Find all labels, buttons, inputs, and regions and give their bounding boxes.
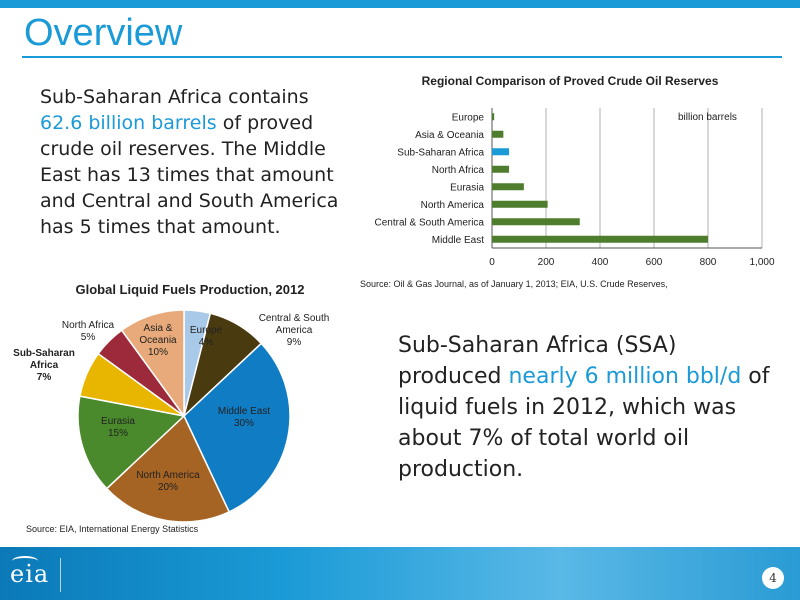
bar-category-label: Central & South America: [375, 217, 485, 228]
pie-slice: [105, 414, 231, 523]
production-paragraph: Sub-Saharan Africa (SSA) produced nearly…: [398, 330, 778, 485]
pie-label-line: 5%: [81, 332, 96, 343]
eia-logo-arc-icon: [12, 556, 38, 566]
bar: [492, 148, 510, 156]
bar-x-tick-label: 600: [646, 257, 663, 268]
bar-category-label: Sub-Saharan Africa: [397, 147, 484, 158]
reserves-text-pre: Sub-Saharan Africa contains: [40, 86, 309, 108]
pie-slice-label: Sub-Saharan Africa 7%: [13, 348, 75, 383]
bar-x-tick-label: 0: [489, 257, 495, 268]
bar: [492, 235, 708, 243]
bar: [492, 165, 510, 173]
bar-category-label: North Africa: [432, 165, 485, 176]
pie-slice-label: Europe 4%: [190, 325, 223, 348]
footer-bar: [0, 547, 800, 600]
reserves-highlight: 62.6 billion barrels: [40, 112, 217, 134]
bar-x-tick-label: 200: [538, 257, 555, 268]
pie-label-line: America: [276, 325, 313, 336]
bar-x-tick-label: 1,000: [749, 257, 774, 268]
title-underline: [22, 56, 782, 58]
page-number: 4: [762, 567, 784, 589]
pie-slice: [77, 395, 186, 490]
pie-label-line: Eurasia: [101, 416, 135, 427]
pie-label-line: Central & South: [259, 313, 330, 324]
production-highlight: nearly 6 million bbl/d: [508, 364, 742, 389]
pie-label-line: 30%: [234, 418, 254, 429]
reserves-text-post: of proved crude oil reserves. The Middle…: [40, 112, 339, 238]
pie-slice-label: North Africa 5%: [62, 320, 115, 343]
pie-label-line: 20%: [158, 482, 178, 493]
bar: [492, 130, 504, 138]
pie-label-line: Middle East: [218, 406, 270, 417]
pie-slice: [183, 342, 291, 513]
pie-label-line: 9%: [287, 337, 302, 348]
bar: [492, 113, 495, 121]
bar-chart-title: Regional Comparison of Proved Crude Oil …: [421, 74, 719, 88]
pie-slice-label: Eurasia 15%: [101, 416, 135, 439]
pie-label-line: North America: [136, 470, 200, 481]
production-text-pre: Sub-Saharan Africa (SSA) produced: [398, 333, 677, 389]
bar-category-label: Middle East: [432, 235, 484, 246]
pie-label-line: Oceania: [139, 335, 177, 346]
bar-category-label: Eurasia: [450, 182, 484, 193]
production-text-post: of liquid fuels in 2012, which was about…: [398, 364, 770, 482]
bar-x-tick-label: 800: [700, 257, 717, 268]
pie-chart-title: Global Liquid Fuels Production, 2012: [75, 282, 305, 297]
pie-slice-label: Middle East 30%: [218, 406, 270, 429]
bar-chart-source: Source: Oil & Gas Journal, as of January…: [360, 279, 668, 289]
top-accent-bar: [0, 0, 800, 8]
pie-label-line: 4%: [199, 337, 214, 348]
pie-slice-label: Asia & Oceania 10%: [139, 323, 177, 358]
bar: [492, 200, 548, 208]
eia-logo: eia: [10, 560, 50, 588]
pie-slice-label: North America 20%: [136, 470, 200, 493]
bar-unit-label: billion barrels: [678, 112, 737, 123]
pie-slice-label: Central & South America 9%: [259, 313, 330, 348]
bar-category-label: Asia & Oceania: [415, 130, 484, 141]
pie-label-line: 7%: [37, 372, 52, 383]
bar-x-tick-label: 400: [592, 257, 609, 268]
reserves-paragraph: Sub-Saharan Africa contains 62.6 billion…: [40, 84, 340, 240]
bar-category-label: Europe: [452, 112, 485, 123]
pie-label-line: Africa: [30, 360, 59, 371]
pie-label-line: North Africa: [62, 320, 115, 331]
bar: [492, 218, 580, 226]
pie-label-line: 15%: [108, 428, 128, 439]
pie-chart-source: Source: EIA, International Energy Statis…: [26, 524, 199, 534]
pie-slice: [120, 309, 185, 419]
pie-label-line: Europe: [190, 325, 223, 336]
pie-label-line: Asia &: [144, 323, 173, 334]
slide-title: Overview: [24, 12, 183, 54]
bar: [492, 183, 524, 191]
pie-label-line: 10%: [148, 347, 168, 358]
logo-divider: [60, 558, 61, 592]
pie-label-line: Sub-Saharan: [13, 348, 75, 359]
bar-category-label: North America: [421, 200, 485, 211]
